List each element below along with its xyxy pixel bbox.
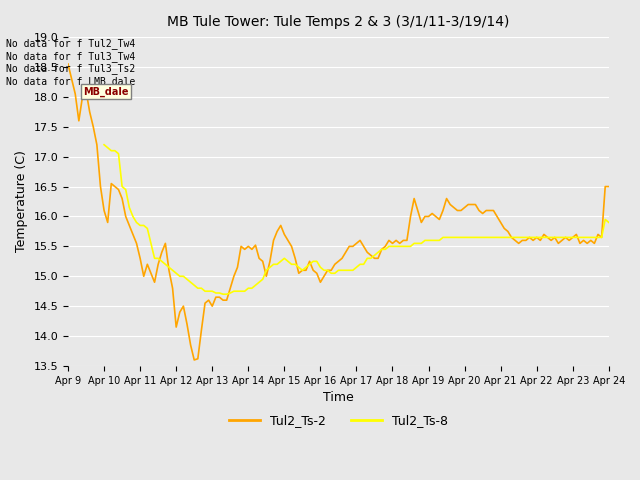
Tul2_Ts-2	[331, 262, 339, 267]
Line: Tul2_Ts-8: Tul2_Ts-8	[104, 145, 609, 294]
Tul2_Ts-2	[410, 196, 418, 202]
Tul2_Ts-8	[583, 235, 591, 240]
X-axis label: Time: Time	[323, 391, 354, 404]
Tul2_Ts-8	[544, 235, 552, 240]
Tul2_Ts-8	[269, 262, 277, 267]
Tul2_Ts-2	[259, 258, 266, 264]
Tul2_Ts-2	[605, 184, 612, 190]
Tul2_Ts-8	[533, 235, 541, 240]
Text: MB_dale: MB_dale	[83, 86, 129, 96]
Tul2_Ts-8	[100, 142, 108, 148]
Tul2_Ts-2	[446, 202, 454, 207]
Tul2_Ts-8	[129, 214, 137, 219]
Tul2_Ts-8	[605, 219, 612, 225]
Tul2_Ts-2	[598, 235, 605, 240]
Y-axis label: Temperature (C): Temperature (C)	[15, 151, 28, 252]
Legend: Tul2_Ts-2, Tul2_Ts-8: Tul2_Ts-2, Tul2_Ts-8	[224, 409, 453, 432]
Tul2_Ts-2	[64, 61, 72, 67]
Tul2_Ts-2	[190, 357, 198, 363]
Title: MB Tule Tower: Tule Temps 2 & 3 (3/1/11-3/19/14): MB Tule Tower: Tule Temps 2 & 3 (3/1/11-…	[167, 15, 509, 29]
Tul2_Ts-8	[104, 145, 111, 151]
Text: No data for f Tul2_Tw4
No data for f Tul3_Tw4
No data for f Tul3_Ts2
No data for: No data for f Tul2_Tw4 No data for f Tul…	[6, 38, 136, 87]
Line: Tul2_Ts-2: Tul2_Ts-2	[68, 64, 609, 360]
Tul2_Ts-2	[396, 240, 404, 246]
Tul2_Ts-8	[220, 291, 227, 297]
